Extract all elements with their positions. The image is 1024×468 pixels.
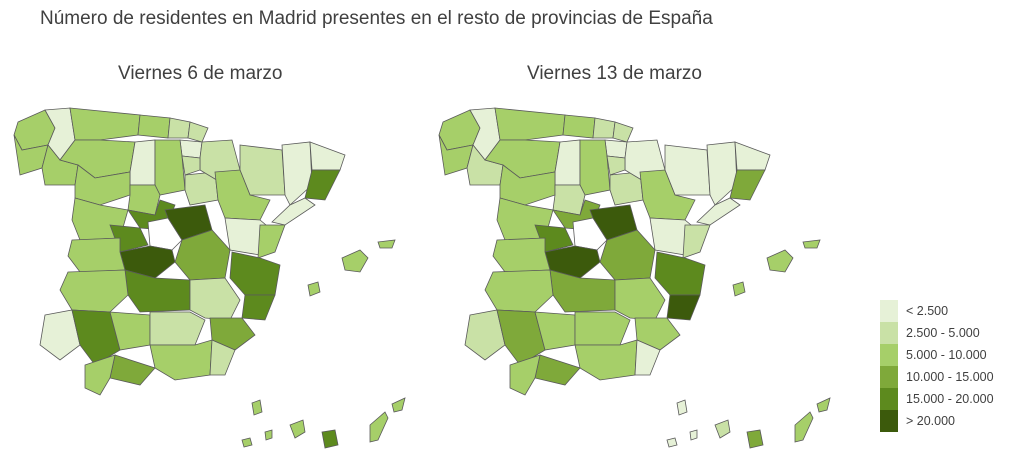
province-alava[interactable] [179, 139, 203, 159]
province-lleida[interactable] [706, 141, 738, 206]
province-madrid[interactable] [147, 217, 183, 251]
map-march-13 [438, 107, 831, 449]
province-vizcaya[interactable] [592, 117, 616, 139]
province-castellon[interactable] [257, 224, 286, 259]
province-albacete[interactable] [189, 277, 241, 321]
map-title-march-13: Viernes 13 de marzo [527, 63, 702, 84]
province-tarragona[interactable] [696, 197, 741, 226]
province-valencia[interactable] [229, 251, 281, 296]
province-baleares-menorca[interactable] [802, 239, 821, 249]
province-baleares-ibiza[interactable] [307, 281, 321, 297]
province-burgos[interactable] [154, 139, 186, 196]
province-malaga[interactable] [534, 354, 581, 386]
province-tarragona[interactable] [271, 197, 316, 226]
province-canarias-gran-canaria[interactable] [321, 429, 339, 449]
legend-swatch [880, 344, 898, 366]
chart-title: Número de residentes en Madrid presentes… [40, 8, 713, 29]
province-guipuzcoa[interactable] [612, 121, 634, 143]
province-asturias[interactable] [69, 107, 141, 141]
province-valencia[interactable] [654, 251, 706, 296]
province-cadiz[interactable] [84, 354, 116, 396]
legend-label: 2.500 - 5.000 [906, 326, 980, 340]
province-vizcaya[interactable] [167, 117, 191, 139]
province-canarias-gran-canaria[interactable] [746, 429, 764, 449]
province-canarias-la-palma[interactable] [676, 399, 688, 416]
province-zamora[interactable] [499, 164, 556, 206]
province-burgos[interactable] [579, 139, 611, 196]
province-canarias-hierro[interactable] [666, 437, 678, 448]
province-canarias-la-palma[interactable] [251, 399, 263, 416]
province-la-rioja[interactable] [606, 155, 626, 176]
province-lleida[interactable] [281, 141, 313, 206]
legend-label: 15.000 - 20.000 [906, 392, 994, 406]
province-castellon[interactable] [682, 224, 711, 259]
province-murcia[interactable] [209, 317, 256, 351]
province-madrid[interactable] [572, 217, 608, 251]
legend-label: > 20.000 [906, 414, 956, 428]
province-badajoz[interactable] [484, 269, 554, 313]
legend-label: 5.000 - 10.000 [906, 348, 987, 362]
map-march-6 [13, 107, 406, 449]
province-cadiz[interactable] [509, 354, 541, 396]
province-baleares-menorca[interactable] [377, 239, 396, 249]
province-huesca[interactable] [239, 144, 286, 196]
province-girona[interactable] [309, 141, 346, 171]
legend-swatch [880, 366, 898, 388]
legend-swatch [880, 300, 898, 322]
province-granada[interactable] [574, 339, 638, 381]
province-barcelona[interactable] [304, 169, 341, 201]
province-cantabria[interactable] [562, 114, 596, 139]
province-asturias[interactable] [494, 107, 566, 141]
province-guipuzcoa[interactable] [187, 121, 209, 143]
province-canarias-lanzarote[interactable] [816, 397, 831, 413]
province-badajoz[interactable] [59, 269, 129, 313]
province-huesca[interactable] [664, 144, 711, 196]
province-jaen[interactable] [574, 311, 631, 346]
province-jaen[interactable] [149, 311, 206, 346]
province-canarias-tenerife[interactable] [289, 419, 306, 439]
province-caceres[interactable] [67, 237, 126, 273]
legend-label: < 2.500 [906, 304, 949, 318]
province-granada[interactable] [149, 339, 213, 381]
province-cantabria[interactable] [137, 114, 171, 139]
legend-swatch [880, 388, 898, 410]
province-almeria[interactable] [634, 339, 661, 376]
province-baleares-ibiza[interactable] [732, 281, 746, 297]
province-baleares-mallorca[interactable] [766, 249, 794, 273]
province-huelva[interactable] [464, 309, 506, 361]
province-malaga[interactable] [109, 354, 156, 386]
province-canarias-hierro[interactable] [241, 437, 253, 448]
legend-label: 10.000 - 15.000 [906, 370, 994, 384]
province-canarias-gomera[interactable] [264, 429, 273, 441]
province-la-rioja[interactable] [181, 155, 201, 176]
province-girona[interactable] [734, 141, 771, 171]
province-canarias-fuerteventura[interactable] [369, 411, 389, 443]
province-almeria[interactable] [209, 339, 236, 376]
province-huelva[interactable] [39, 309, 81, 361]
province-canarias-tenerife[interactable] [714, 419, 731, 439]
province-canarias-gomera[interactable] [689, 429, 698, 441]
legend-swatch [880, 322, 898, 344]
province-alava[interactable] [604, 139, 628, 159]
province-canarias-fuerteventura[interactable] [794, 411, 814, 443]
province-zaragoza[interactable] [214, 169, 271, 221]
province-murcia[interactable] [634, 317, 681, 351]
province-caceres[interactable] [492, 237, 551, 273]
province-baleares-mallorca[interactable] [341, 249, 369, 273]
map-title-march-6: Viernes 6 de marzo [118, 63, 283, 84]
province-alicante[interactable] [666, 294, 701, 321]
province-alicante[interactable] [241, 294, 276, 321]
legend-swatch [880, 410, 898, 432]
province-zaragoza[interactable] [639, 169, 696, 221]
province-canarias-lanzarote[interactable] [391, 397, 406, 413]
province-zamora[interactable] [74, 164, 131, 206]
province-albacete[interactable] [614, 277, 666, 321]
province-barcelona[interactable] [729, 169, 766, 201]
